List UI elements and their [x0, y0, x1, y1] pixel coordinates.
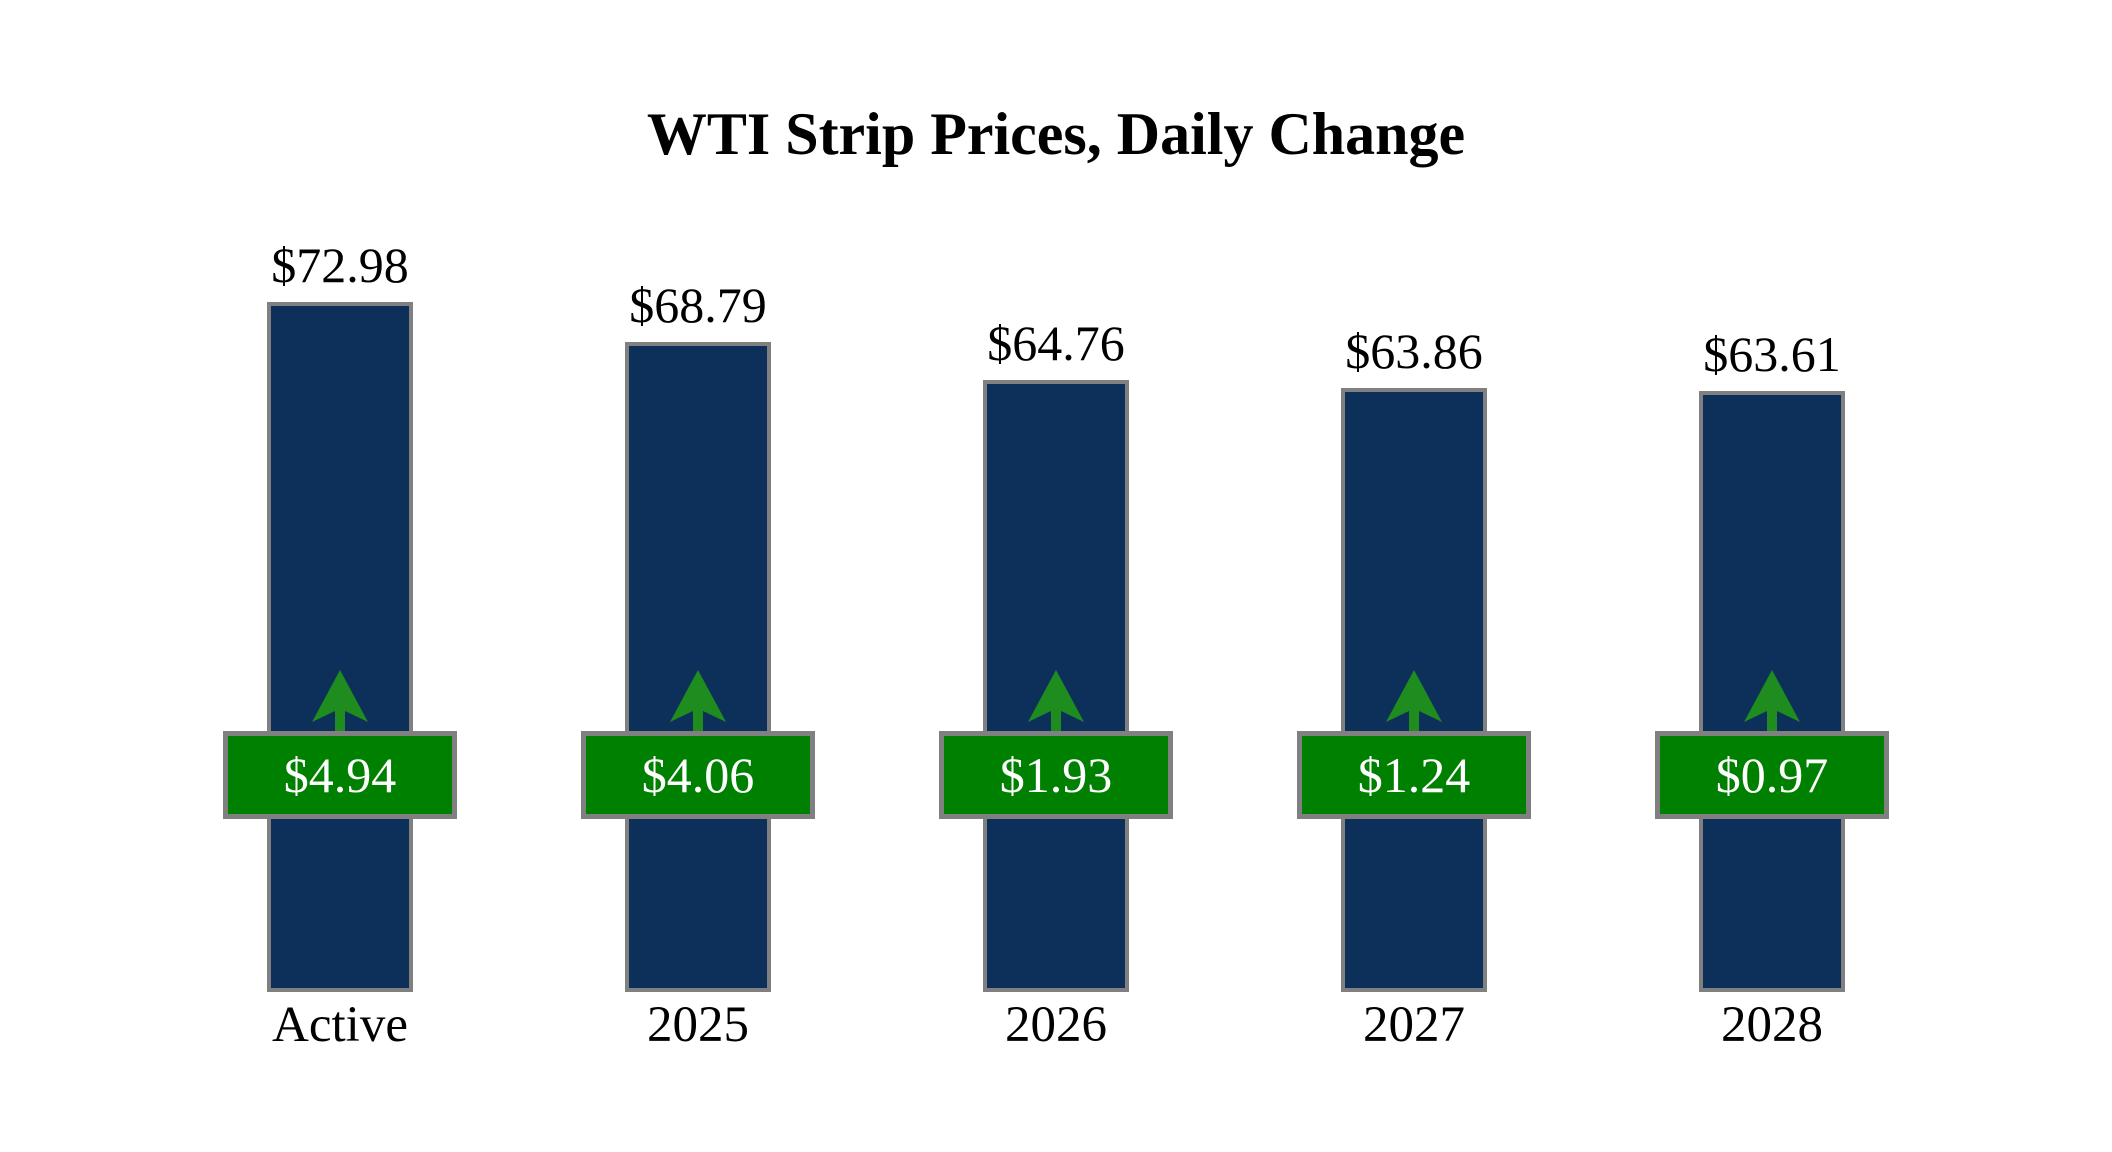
up-arrow-icon	[312, 670, 368, 732]
change-badge: $1.24	[1297, 731, 1531, 819]
bar-group: $64.76 $1.93 2026	[877, 0, 1235, 1152]
category-label: 2027	[1363, 997, 1465, 1053]
change-badge: $4.06	[581, 731, 815, 819]
price-bar	[267, 302, 413, 992]
change-value: $1.24	[1357, 747, 1471, 803]
bar-group: $63.61 $0.97 2028	[1593, 0, 1951, 1152]
bar-value-label: $63.86	[1345, 323, 1483, 379]
change-badge: $4.94	[223, 731, 457, 819]
category-label: 2025	[647, 997, 749, 1053]
up-arrow-icon	[1386, 670, 1442, 732]
bar-group: $72.98 $4.94 Active	[161, 0, 519, 1152]
chart-title: WTI Strip Prices, Daily Change	[646, 101, 1466, 167]
change-badge: $1.93	[939, 731, 1173, 819]
category-label: 2028	[1721, 997, 1823, 1053]
change-value: $4.06	[641, 747, 755, 803]
bar-value-label: $68.79	[629, 277, 767, 333]
bar-value-label: $63.61	[1703, 326, 1841, 382]
up-arrow-icon	[1028, 670, 1084, 732]
category-label: 2026	[1005, 997, 1107, 1053]
up-arrow-icon	[1744, 670, 1800, 732]
price-bar	[625, 342, 771, 992]
change-value: $0.97	[1715, 747, 1829, 803]
bar-value-label: $64.76	[987, 315, 1125, 371]
bar-group: $63.86 $1.24 2027	[1235, 0, 1593, 1152]
bar-group: $68.79 $4.06 2025	[519, 0, 877, 1152]
bar-value-label: $72.98	[271, 237, 409, 293]
change-badge: $0.97	[1655, 731, 1889, 819]
change-value: $1.93	[999, 747, 1113, 803]
change-value: $4.94	[283, 747, 397, 803]
up-arrow-icon	[670, 670, 726, 732]
category-label: Active	[272, 997, 408, 1053]
